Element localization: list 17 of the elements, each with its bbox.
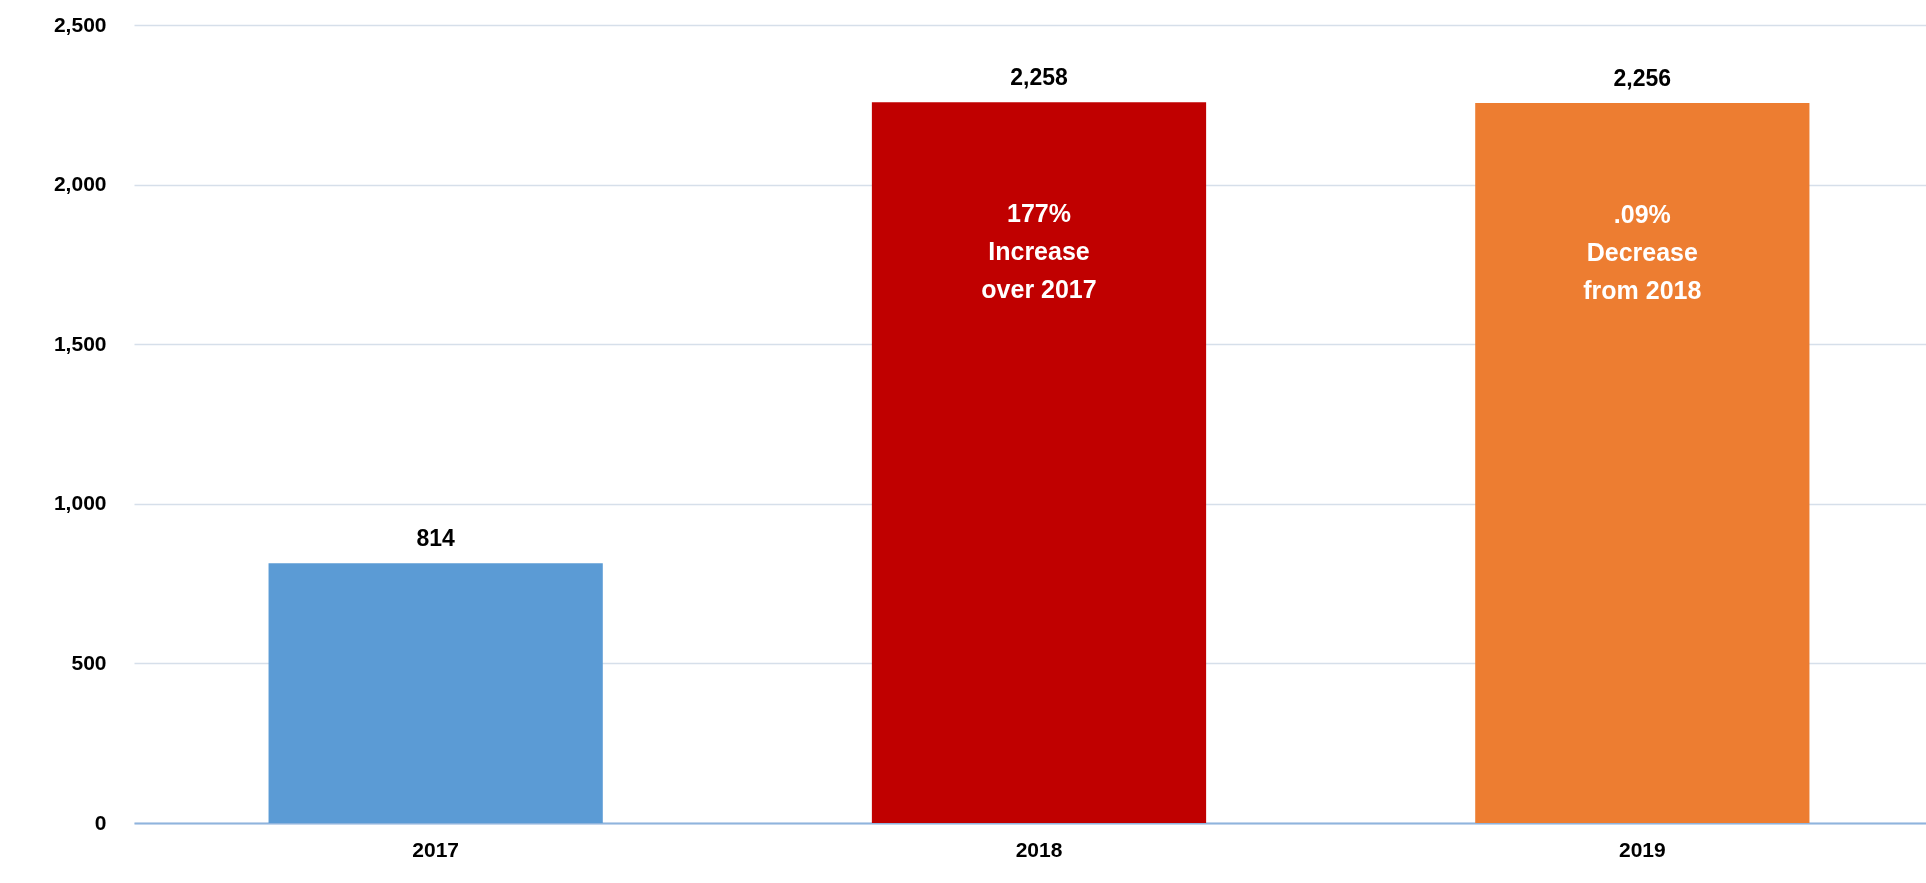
bar — [268, 563, 603, 823]
data-label: 2,258 — [1010, 64, 1068, 91]
data-label: 2,256 — [1613, 64, 1672, 91]
bar — [871, 102, 1207, 823]
y-tick-label: 2,000 — [53, 172, 107, 196]
x-tick-label: 2018 — [1015, 837, 1063, 861]
annotation: 177% Increase over 2017 — [981, 199, 1097, 304]
data-label: 814 — [416, 525, 456, 552]
y-tick-label: 0 — [94, 810, 107, 834]
y-tick-label: 2,500 — [53, 12, 107, 36]
y-tick-label: 1,000 — [53, 491, 107, 515]
x-tick-label: 2017 — [412, 837, 460, 861]
bar — [1475, 102, 1810, 823]
annotation: .09% Decrease from 2018 — [1583, 199, 1702, 304]
x-tick-label: 2019 — [1618, 837, 1666, 861]
y-tick-label: 500 — [71, 650, 107, 674]
y-tick-label: 1,500 — [53, 331, 107, 355]
